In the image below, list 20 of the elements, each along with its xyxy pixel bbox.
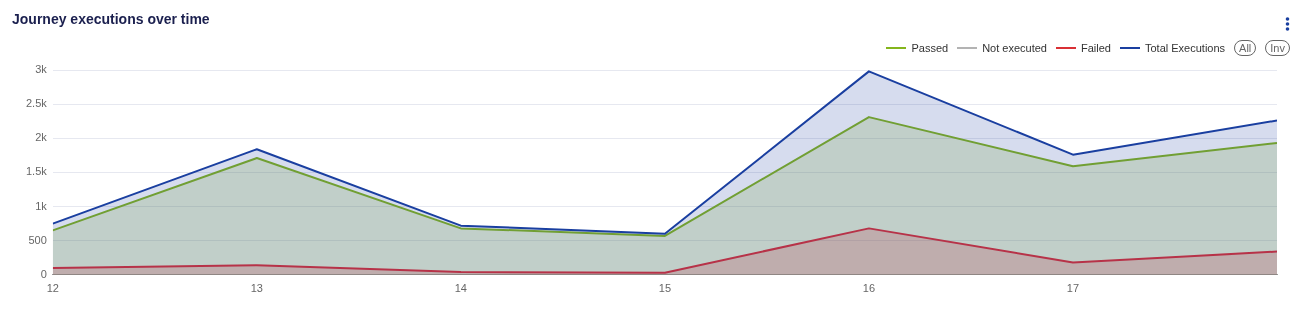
y-tick-label: 3k <box>35 63 48 76</box>
y-tick-label: 2k <box>35 131 48 144</box>
x-tick-label: 17 <box>1066 282 1080 295</box>
x-tick-label: 16 <box>862 282 876 295</box>
text: All <box>1234 40 1257 56</box>
y-tick-label: 1.5k <box>25 165 48 178</box>
text: Inv <box>1265 40 1290 56</box>
legend-label: Passed <box>911 42 949 54</box>
x-tick-label: 13 <box>250 282 263 295</box>
legend-label: Total Executions <box>1144 42 1226 54</box>
y-tick-label: 2.5k <box>25 97 48 110</box>
y-tick-label: 0 <box>40 267 47 280</box>
chart-title: Journey executions over time <box>12 11 210 27</box>
y-tick-label: 1k <box>35 199 48 212</box>
x-tick-label: 12 <box>46 282 59 295</box>
legend-label: Not executed <box>982 42 1047 54</box>
x-tick-label: 15 <box>658 282 672 295</box>
x-tick-label: 14 <box>454 282 467 295</box>
y-tick-label: 500 <box>28 233 47 246</box>
legend-label: Failed <box>1081 42 1111 54</box>
